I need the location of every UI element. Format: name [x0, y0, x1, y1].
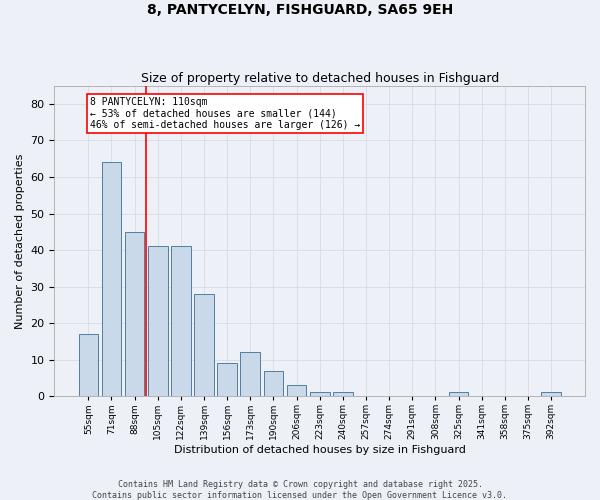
Bar: [217, 364, 237, 396]
Bar: [241, 352, 260, 396]
Bar: [148, 246, 167, 396]
Text: Contains HM Land Registry data © Crown copyright and database right 2025.
Contai: Contains HM Land Registry data © Crown c…: [92, 480, 508, 500]
Bar: [449, 392, 469, 396]
Bar: [125, 232, 145, 396]
Bar: [194, 294, 214, 396]
Bar: [263, 370, 283, 396]
Text: 8 PANTYCELYN: 110sqm
← 53% of detached houses are smaller (144)
46% of semi-deta: 8 PANTYCELYN: 110sqm ← 53% of detached h…: [89, 96, 360, 130]
Bar: [79, 334, 98, 396]
X-axis label: Distribution of detached houses by size in Fishguard: Distribution of detached houses by size …: [174, 445, 466, 455]
Bar: [310, 392, 329, 396]
Bar: [287, 385, 307, 396]
Title: Size of property relative to detached houses in Fishguard: Size of property relative to detached ho…: [140, 72, 499, 85]
Bar: [101, 162, 121, 396]
Text: 8, PANTYCELYN, FISHGUARD, SA65 9EH: 8, PANTYCELYN, FISHGUARD, SA65 9EH: [147, 2, 453, 16]
Bar: [171, 246, 191, 396]
Y-axis label: Number of detached properties: Number of detached properties: [15, 153, 25, 328]
Bar: [541, 392, 561, 396]
Bar: [333, 392, 353, 396]
